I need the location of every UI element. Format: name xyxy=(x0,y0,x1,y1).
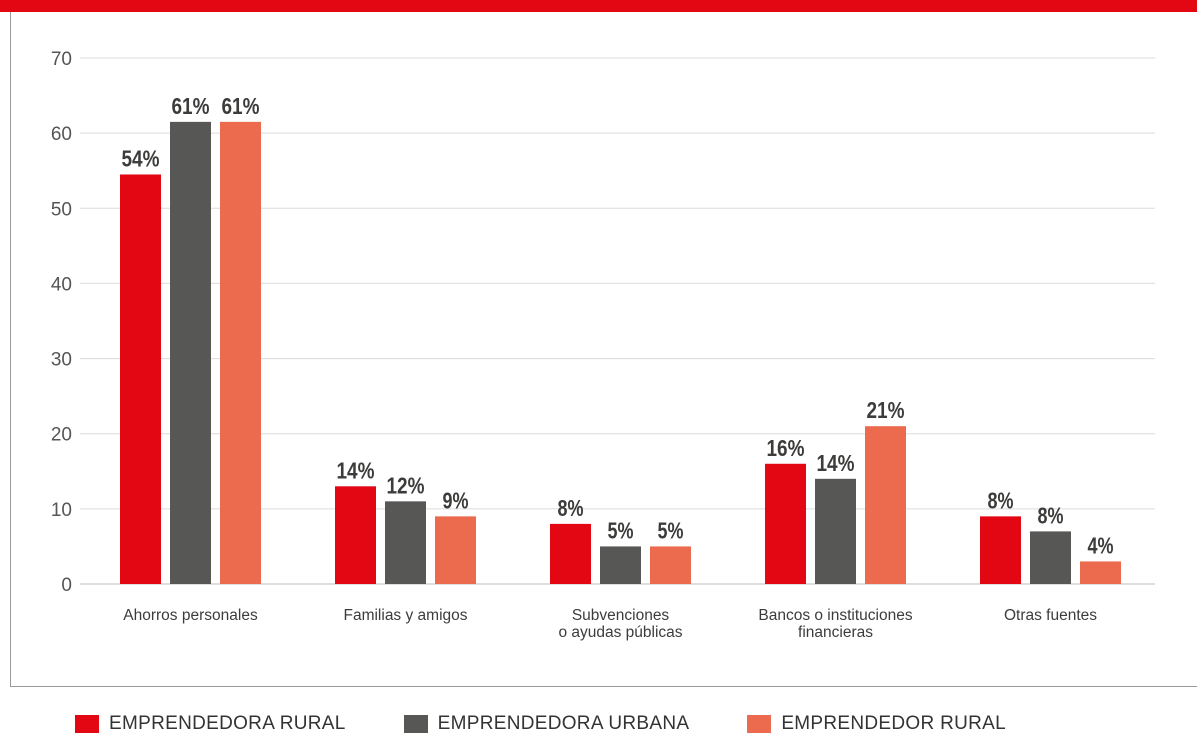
bar xyxy=(550,523,591,584)
bar xyxy=(220,121,261,584)
y-tick-label: 40 xyxy=(51,274,72,295)
x-tick-label: Familias y amigos xyxy=(343,607,467,624)
y-tick-label: 70 xyxy=(51,49,72,70)
bar xyxy=(435,516,476,584)
data-label: 8% xyxy=(558,495,584,521)
y-tick-label: 60 xyxy=(51,124,72,145)
y-tick-label: 0 xyxy=(61,575,72,596)
data-label: 14% xyxy=(337,457,375,483)
bar xyxy=(815,478,856,584)
bar xyxy=(170,121,211,584)
data-label: 61% xyxy=(222,93,260,119)
legend-item-0: EMPRENDEDORA RURAL xyxy=(75,713,346,735)
data-label: 9% xyxy=(443,487,469,513)
legend-item-1: EMPRENDEDORA URBANA xyxy=(403,713,690,735)
data-label: 54% xyxy=(122,145,160,171)
bars: 54% 61% 61% 14% 12% 9% 8% 5% 5% 16% 14% 21% 8% 8% 4% xyxy=(120,93,1121,584)
bar xyxy=(765,463,806,584)
data-label: 16% xyxy=(767,435,805,461)
y-tick-label: 30 xyxy=(51,350,72,371)
data-label: 4% xyxy=(1088,532,1114,558)
chart-frame xyxy=(10,12,1197,687)
x-tick-label: o ayudas públicas xyxy=(558,624,682,641)
legend-item-2: EMPRENDEDOR RURAL xyxy=(747,713,1006,735)
y-tick-label: 10 xyxy=(51,500,72,521)
y-tick-label: 20 xyxy=(51,425,72,446)
bar xyxy=(865,426,906,584)
data-label: 21% xyxy=(867,397,905,423)
bar xyxy=(120,174,161,584)
bar xyxy=(650,546,691,584)
data-label: 5% xyxy=(658,517,684,543)
data-label: 12% xyxy=(387,472,425,498)
legend-label: EMPRENDEDORA URBANA xyxy=(437,713,690,734)
legend-swatch xyxy=(75,715,99,733)
top-accent-bar xyxy=(0,0,1197,12)
data-label: 8% xyxy=(1038,502,1064,528)
x-axis: Ahorros personales Familias y amigos Subve… xyxy=(123,607,1097,641)
legend-label: EMPRENDEDORA RURAL xyxy=(109,713,346,734)
bar-chart: 0 10 20 30 40 50 60 70 54% 61% 61% 14% 12% 9% 8% 5% 5% 1… xyxy=(51,49,1155,641)
data-label: 8% xyxy=(988,487,1014,513)
data-label: 5% xyxy=(608,517,634,543)
x-tick-label: Bancos o instituciones xyxy=(758,607,912,624)
bar xyxy=(335,486,376,584)
legend-label: EMPRENDEDOR RURAL xyxy=(781,713,1007,734)
x-tick-label: Otras fuentes xyxy=(1004,607,1097,624)
bar xyxy=(980,516,1021,584)
data-label: 61% xyxy=(172,93,210,119)
legend: EMPRENDEDORA RURAL EMPRENDEDORA URBANA E… xyxy=(75,713,1064,735)
x-tick-label: Subvenciones xyxy=(572,607,670,624)
x-tick-label: financieras xyxy=(798,624,873,641)
bar xyxy=(1080,561,1121,584)
bar xyxy=(600,546,641,584)
legend-swatch xyxy=(747,715,772,733)
y-axis: 0 10 20 30 40 50 60 70 xyxy=(51,49,72,596)
bar xyxy=(385,501,426,584)
y-tick-label: 50 xyxy=(51,199,72,220)
bar xyxy=(1030,531,1071,584)
legend-swatch xyxy=(403,715,428,733)
x-tick-label: Ahorros personales xyxy=(123,607,258,624)
data-label: 14% xyxy=(817,450,855,476)
